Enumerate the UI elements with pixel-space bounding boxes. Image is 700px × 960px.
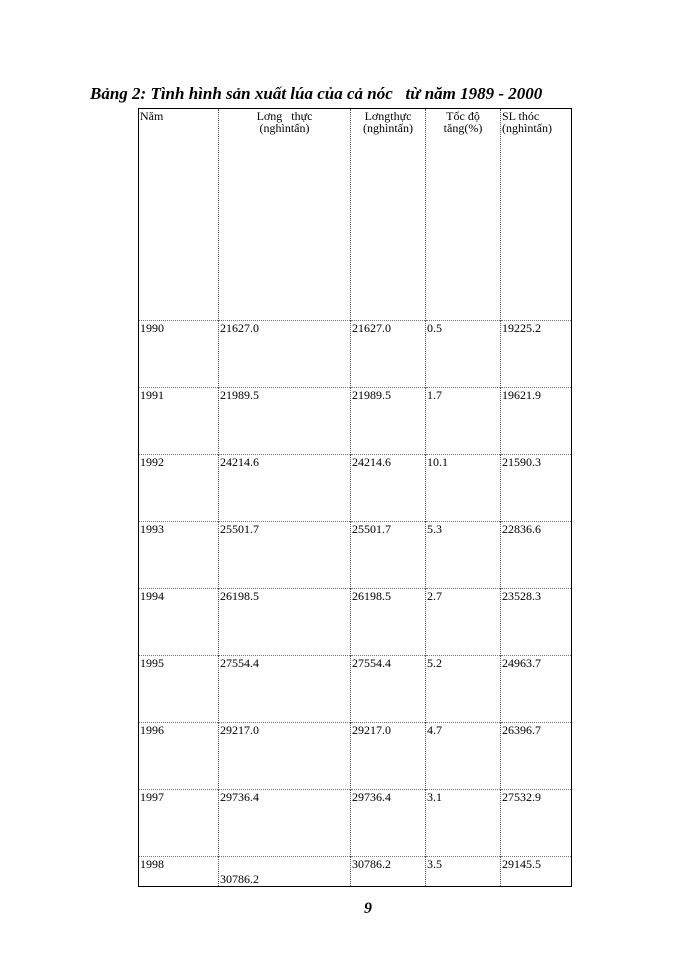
table-cell: 0.5	[425, 320, 501, 388]
table-cell: 1994	[138, 588, 219, 656]
table-cell: 1993	[138, 521, 219, 589]
table-cell: 3.5	[425, 856, 501, 887]
table-row: 1996 29217.0 29217.0 4.7 26396.7	[138, 722, 572, 790]
table-cell: 29217.0	[350, 722, 426, 790]
table-cell: 27554.4	[218, 655, 351, 723]
table-cell: 1998	[138, 856, 219, 887]
table-cell: 3.1	[425, 789, 501, 857]
table-cell: 30786.2	[350, 856, 426, 887]
column-header: Lơng thực (nghìntấn)	[218, 108, 351, 321]
table-cell: 24214.6	[218, 454, 351, 522]
table-cell: 27554.4	[350, 655, 426, 723]
table-cell: 4.7	[425, 722, 501, 790]
table-cell: 2.7	[425, 588, 501, 656]
column-header: Năm	[138, 108, 219, 321]
table-cell: 5.3	[425, 521, 501, 589]
table-cell: 21627.0	[218, 320, 351, 388]
table-cell: 26198.5	[350, 588, 426, 656]
table-cell: 26396.7	[500, 722, 572, 790]
rice-production-table: Năm Lơng thực (nghìntấn) Lơngthực (nghìntấ…	[138, 108, 572, 887]
table-cell: 21989.5	[350, 387, 426, 455]
table-cell: 1992	[138, 454, 219, 522]
table-row: 1993 25501.7 25501.7 5.3 22836.6	[138, 521, 572, 589]
table-cell: 25501.7	[218, 521, 351, 589]
table-cell: 26198.5	[218, 588, 351, 656]
table-cell: 19225.2	[500, 320, 572, 388]
table-cell: 1.7	[425, 387, 501, 455]
table-cell: 27532.9	[500, 789, 572, 857]
table-cell: 1997	[138, 789, 219, 857]
table-cell: 29736.4	[350, 789, 426, 857]
header-row: Năm Lơng thực (nghìntấn) Lơngthực (nghìntấ…	[138, 108, 572, 321]
table-cell: 5.2	[425, 655, 501, 723]
table-cell: 30786.2	[218, 856, 351, 887]
table-row: 1997 29736.4 29736.4 3.1 27532.9	[138, 789, 572, 857]
table-cell: 19621.9	[500, 387, 572, 455]
table-cell: 29736.4	[218, 789, 351, 857]
table-cell: 29145.5	[500, 856, 572, 887]
table-cell: 1990	[138, 320, 219, 388]
table-cell: 21590.3	[500, 454, 572, 522]
table-row: 1990 21627.0 21627.0 0.5 19225.2	[138, 320, 572, 388]
table-row: 1998 30786.2 30786.2 3.5 29145.5	[138, 856, 572, 887]
table-row: 1994 26198.5 26198.5 2.7 23528.3	[138, 588, 572, 656]
table-row: 1992 24214.6 24214.6 10.1 21590.3	[138, 454, 572, 522]
table-row: 1995 27554.4 27554.4 5.2 24963.7	[138, 655, 572, 723]
table-row: 1991 21989.5 21989.5 1.7 19621.9	[138, 387, 572, 455]
table-cell: 24963.7	[500, 655, 572, 723]
table-cell: 23528.3	[500, 588, 572, 656]
table-cell: 21627.0	[350, 320, 426, 388]
table-title: Bảng 2: Tình hình sản xuất lúa của cả nó…	[90, 84, 543, 103]
table-cell: 29217.0	[218, 722, 351, 790]
column-header: Tốc độ tăng(%)	[425, 108, 501, 321]
table-cell: 1991	[138, 387, 219, 455]
table-cell: 21989.5	[218, 387, 351, 455]
table-cell: 24214.6	[350, 454, 426, 522]
column-header: Lơngthực (nghìntấn)	[350, 108, 426, 321]
table-cell: 1995	[138, 655, 219, 723]
table-cell: 10.1	[425, 454, 501, 522]
page-number: 9	[364, 900, 372, 917]
table-cell: 25501.7	[350, 521, 426, 589]
column-header: SL thóc (nghìntấn)	[500, 108, 572, 321]
table-cell: 22836.6	[500, 521, 572, 589]
table-cell: 1996	[138, 722, 219, 790]
